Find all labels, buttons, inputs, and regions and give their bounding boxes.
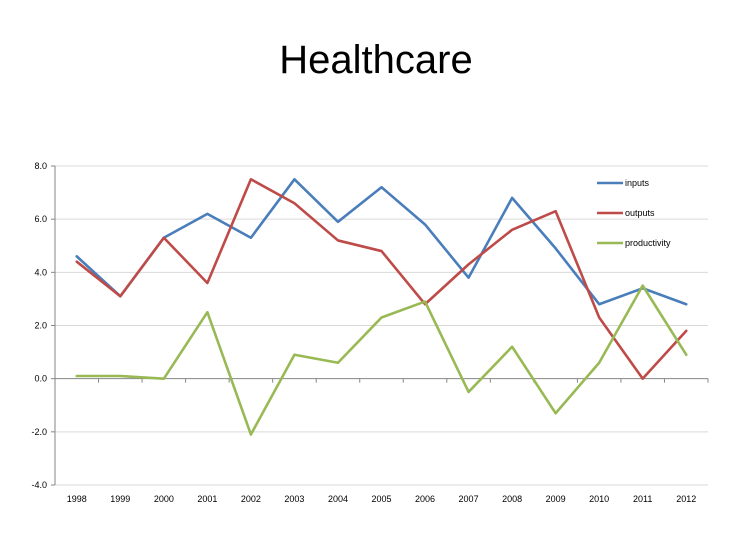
legend-label-productivity: productivity	[625, 238, 671, 248]
x-tick-label: 2006	[415, 494, 435, 504]
x-tick-label: 2012	[676, 494, 696, 504]
x-tick-label: 2009	[546, 494, 566, 504]
x-tick-label: 2010	[589, 494, 609, 504]
series-lines	[75, 177, 688, 436]
axes	[51, 165, 709, 486]
x-tick-label: 2011	[633, 494, 652, 504]
x-tick-label: 2008	[502, 494, 522, 504]
gridlines	[55, 165, 708, 486]
x-tick-label: 2001	[197, 494, 217, 504]
legend: inputs outputs productivity	[597, 178, 671, 248]
y-tick-label: 6.0	[34, 214, 47, 224]
chart-title: Healthcare	[279, 38, 473, 82]
y-tick-label: 4.0	[34, 267, 47, 277]
x-axis-ticks: 1998 1999 2000 2001 2002 2003 2004 2005 2006 2007…	[67, 494, 696, 504]
x-tick-label: 1998	[67, 494, 87, 504]
x-tick-label: 2007	[459, 494, 479, 504]
x-tick-label: 2000	[154, 494, 174, 504]
legend-label-inputs: inputs	[625, 178, 650, 188]
x-tick-label: 2004	[328, 494, 348, 504]
y-tick-label: 2.0	[34, 321, 47, 331]
y-axis-ticks: 8.0 6.0 4.0 2.0 0.0 -2.0 -4.0	[31, 161, 47, 490]
x-tick-label: 1999	[110, 494, 130, 504]
x-tick-label: 2005	[371, 494, 391, 504]
x-tick-label: 2002	[241, 494, 261, 504]
x-tick-label: 2003	[284, 494, 304, 504]
y-tick-label: -4.0	[31, 480, 47, 490]
y-tick-label: 8.0	[34, 161, 47, 171]
y-tick-label: 0.0	[34, 374, 47, 384]
y-tick-label: -2.0	[31, 427, 47, 437]
legend-label-outputs: outputs	[625, 208, 655, 218]
series-line-outputs	[75, 177, 688, 380]
